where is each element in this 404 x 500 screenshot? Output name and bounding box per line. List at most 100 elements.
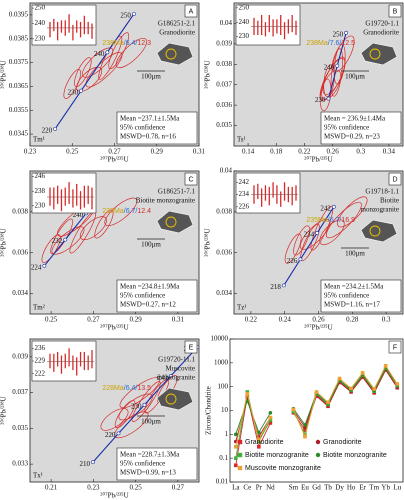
age-mark <box>42 263 47 268</box>
x-axis-label: ²⁰⁷Pb/²³⁵U <box>304 156 332 164</box>
marker <box>291 409 296 414</box>
y-tick-label: 100 <box>218 382 229 390</box>
error-ellipse <box>104 197 138 227</box>
y-tick-label: 1 <box>225 430 229 438</box>
y-axis-label: ²⁰⁶Pb/²³⁸U <box>0 396 8 424</box>
age-mark <box>344 30 349 35</box>
age-mark-label: 230 <box>315 96 326 104</box>
age-mark-label: 210 <box>79 460 90 468</box>
age-mark <box>168 374 173 378</box>
y-tick-label: 0.033 <box>12 460 28 468</box>
age-mark-label: 230 <box>131 402 142 410</box>
error-ellipse <box>319 78 332 112</box>
error-ellipse <box>98 35 123 80</box>
marker <box>372 387 376 391</box>
marker <box>337 376 342 381</box>
marker <box>257 437 261 442</box>
spot <box>165 48 177 60</box>
x-tick-label: 0.31 <box>193 148 206 156</box>
scale-label: 100μm <box>345 250 365 258</box>
corner-label: Tm¹ <box>33 136 45 144</box>
x-tick-label: Dy <box>335 484 344 492</box>
x-tick-label: Er <box>359 484 366 492</box>
panel-letter-box <box>388 4 402 18</box>
age-mark-label: 250 <box>120 12 131 20</box>
age-mark-label: 240 <box>94 50 105 58</box>
scale-label: 100μm <box>345 73 365 81</box>
y-tick-label: 0.035 <box>12 424 28 432</box>
age-mark <box>335 63 340 68</box>
inset-tick-label: 250 <box>239 3 250 11</box>
marker <box>395 382 400 386</box>
y-tick-label: 0.036 <box>216 248 232 256</box>
y-tick-label: 0.1 <box>219 454 228 462</box>
y-tick-label: 0.034 <box>12 289 28 297</box>
error-ellipse <box>331 35 355 73</box>
result-line: 95% confidence <box>324 124 369 132</box>
panel-letter: E <box>189 344 194 351</box>
result-line: 95% confidence <box>120 292 165 300</box>
marker <box>314 390 319 394</box>
marker <box>303 432 307 437</box>
y-tick-label: 0.039 <box>12 352 28 360</box>
grain <box>156 42 194 66</box>
age-mark <box>116 431 121 436</box>
x-tick-label: Lu <box>393 484 401 492</box>
error-ellipse <box>51 226 85 255</box>
age-part: 12.4 <box>137 208 151 215</box>
age-annotation: 228Ma/6.4/13.5 <box>102 385 151 392</box>
inset-tick-label: 229 <box>35 357 46 365</box>
age-part: 238Ma <box>102 40 124 47</box>
x-tick-label: 0.25 <box>66 148 79 156</box>
age-mark-label: 240 <box>73 211 84 219</box>
y-axis-label: Zircon/Chondrite <box>205 386 213 435</box>
y-tick-label: 0.038 <box>216 207 232 215</box>
error-ellipse <box>108 32 130 70</box>
age-part: 12.5 <box>341 40 355 47</box>
age-part: 238Ma <box>306 40 328 47</box>
x-tick-label: 0.28 <box>346 316 359 324</box>
x-tick-label: La <box>232 484 240 492</box>
scale-label: 100μm <box>141 241 161 249</box>
panel-letter-box <box>184 4 198 18</box>
marker <box>268 411 273 415</box>
inset-tick-label: 230 <box>239 32 250 40</box>
age-annotation: 235Ma/6.7/12.4 <box>102 208 151 215</box>
legend-marker <box>315 452 321 458</box>
age-mark-label: 230 <box>68 88 79 96</box>
concordia-curve <box>283 206 335 286</box>
y-tick-label: 0.034 <box>216 289 232 297</box>
inset-tick-label: 230 <box>35 34 46 42</box>
marker <box>326 400 330 405</box>
x-tick-label: 0.26 <box>326 148 339 156</box>
age-part: /7.6/ <box>328 40 342 47</box>
inset-tick-label: 230 <box>35 201 46 209</box>
y-tick-label: 0.04 <box>220 19 233 27</box>
x-tick-label: 0.22 <box>245 316 258 324</box>
age-mark-label: 234 <box>304 231 315 239</box>
corner-label: Tz¹ <box>237 304 246 312</box>
panel-letter: A <box>189 8 194 15</box>
error-ellipse <box>319 56 346 101</box>
y-tick-label: 0.039 <box>216 39 232 47</box>
result-line: Mean =237.1±1.5Ma <box>120 115 180 123</box>
x-tick-label: 0.25 <box>45 316 58 324</box>
corner-label: Ts¹ <box>237 136 246 144</box>
y-tick-label: 10 <box>221 406 229 414</box>
marker <box>268 418 273 422</box>
x-tick-label: 0.27 <box>172 484 185 492</box>
result-line: Mean = 236.9±1.4Ma <box>324 115 386 123</box>
legend-label: Granodiorite <box>245 439 284 446</box>
result-line: MSWD=0.29, n=23 <box>324 133 380 141</box>
x-axis-label: ²⁰⁷Pb/²³⁵U <box>100 324 128 332</box>
grain <box>360 42 398 66</box>
x-tick-label: 0.14 <box>242 148 255 156</box>
result-box <box>116 111 198 145</box>
y-tick-label: 0.0355 <box>9 106 29 114</box>
result-line: Mean =234.2±1.5Ma <box>324 283 384 291</box>
plot-content: 210220230240250 <box>79 345 199 468</box>
grain <box>156 210 194 234</box>
marker <box>268 415 273 420</box>
inset-tick-label: 222 <box>35 369 46 377</box>
error-ellipse <box>100 408 129 431</box>
